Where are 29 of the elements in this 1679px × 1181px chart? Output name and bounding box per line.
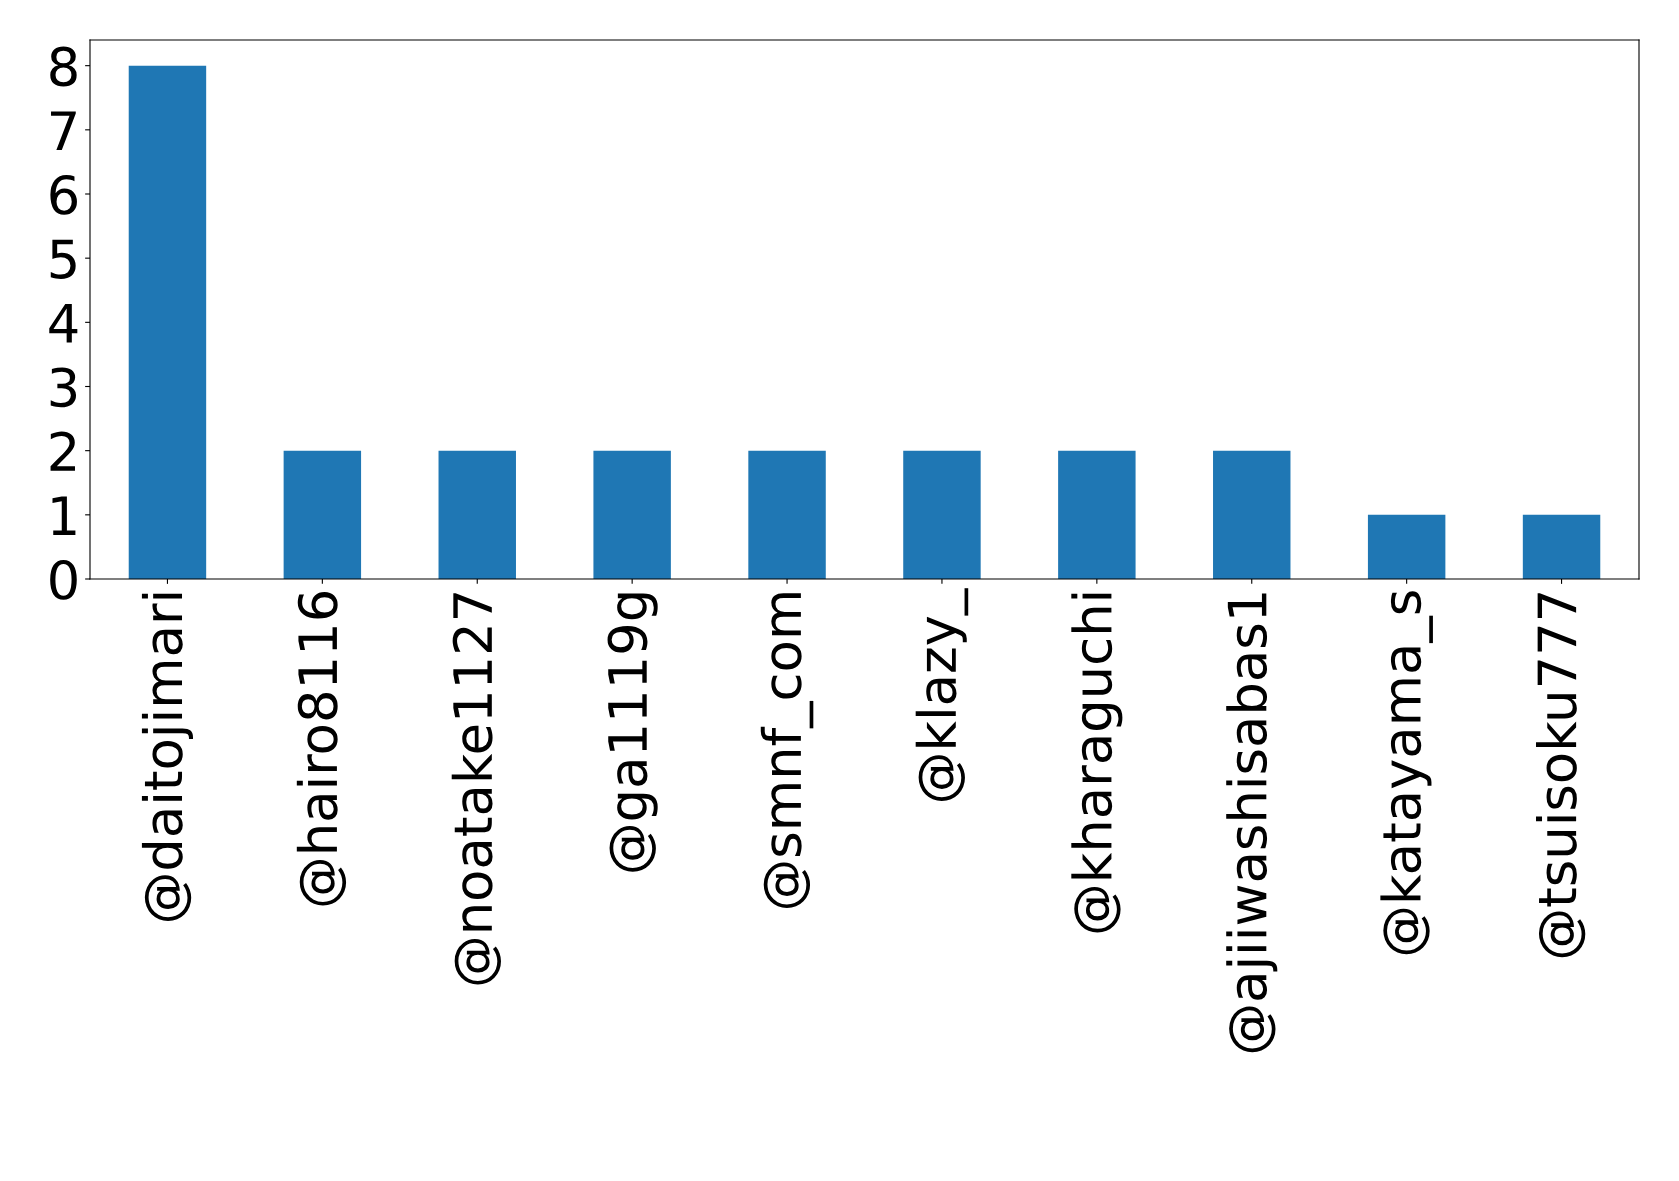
bar <box>438 450 516 579</box>
y-tick-label: 1 <box>52 496 76 535</box>
bar <box>128 65 207 579</box>
x-tick-label: @ajiiwashisabas1 <box>1226 593 1278 1053</box>
bar <box>903 450 981 579</box>
y-tick-label: 3 <box>50 367 77 408</box>
x-tick-label: @hairo8116 <box>296 592 347 906</box>
bar <box>1367 514 1446 579</box>
y-tick-label: 6 <box>50 174 77 215</box>
x-tick-label: @smnf_com <box>760 593 814 909</box>
x-tick-label: @ga1119g <box>607 593 658 872</box>
x-tick-label: @daitojimari <box>141 593 193 921</box>
x-tick-label: @kharaguchi <box>1071 593 1123 933</box>
y-tick-label: 5 <box>50 239 76 279</box>
bar <box>593 450 671 579</box>
x-tick-label: @noatake1127 <box>451 593 501 985</box>
y-tick-label: 0 <box>50 559 77 600</box>
bar <box>1522 514 1601 579</box>
x-tick-label: @tsuisoku777 <box>1536 593 1586 958</box>
x-tick-label: @klazy_ <box>915 588 969 801</box>
y-tick-label: 8 <box>50 46 77 87</box>
y-tick-label: 2 <box>50 431 75 471</box>
bar <box>1058 450 1136 579</box>
bar <box>748 450 826 579</box>
bar <box>1213 450 1291 579</box>
bar <box>283 450 362 579</box>
y-tick-label: 4 <box>49 303 78 343</box>
y-tick-label: 7 <box>51 111 76 150</box>
x-tick-label: @katayama_s <box>1380 591 1433 955</box>
